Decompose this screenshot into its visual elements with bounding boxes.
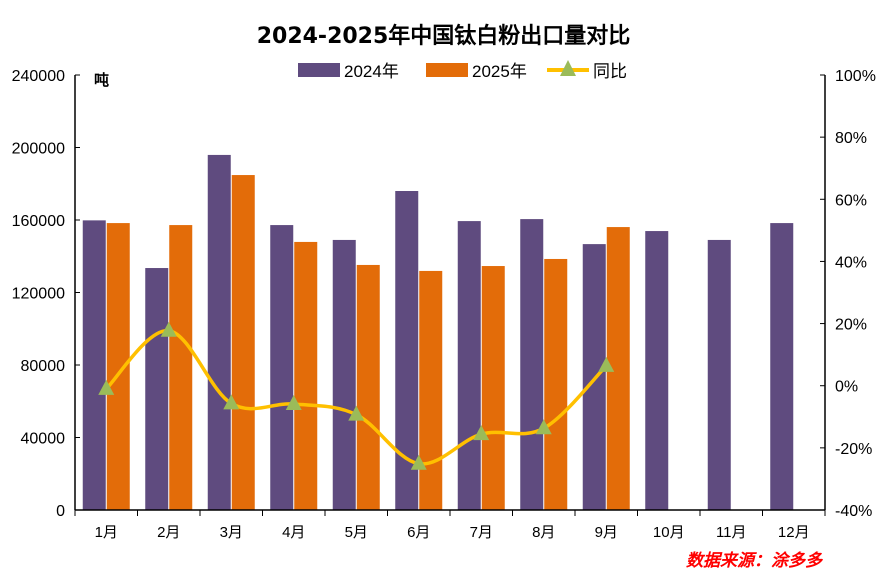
legend-triangle-icon [560,60,576,76]
left-tick-label: 160000 [12,213,65,230]
left-tick-label: 0 [56,503,65,520]
bar-2024年-11月 [707,239,731,510]
legend-swatch-2024年 [298,63,340,77]
x-tick-label: 10月 [653,524,685,541]
yoy-marker-2月 [160,321,177,337]
bar-2024年-5月 [332,239,356,510]
data-source: 数据来源：涂多多 [686,551,822,571]
x-tick-label: 2月 [157,524,180,541]
yoy-marker-1月 [98,379,115,395]
bar-2024年-7月 [457,221,481,510]
x-tick-label: 5月 [345,524,368,541]
chart-title: 2024-2025年中国钛白粉出口量对比 [256,24,631,49]
left-tick-label: 80000 [21,358,66,375]
legend-label-同比: 同比 [593,62,627,81]
bar-2025年-3月 [231,175,255,511]
bar-2024年-3月 [207,154,231,510]
bar-2025年-4月 [294,241,318,510]
right-tick-label: 80% [835,130,867,147]
yoy-marker-5月 [348,405,365,421]
right-tick-label: -40% [835,503,872,520]
right-tick-label: -20% [835,441,872,458]
bar-2025年-8月 [544,258,568,510]
x-tick-label: 4月 [282,524,305,541]
x-tick-label: 1月 [95,524,118,541]
right-tick-label: 20% [835,317,867,334]
right-tick-label: 40% [835,254,867,271]
bar-2024年-8月 [520,219,544,510]
yoy-marker-3月 [223,394,240,410]
x-tick-label: 8月 [532,524,555,541]
right-tick-label: 100% [835,68,876,85]
left-tick-label: 40000 [21,431,66,448]
x-tick-label: 11月 [716,524,747,541]
bar-2025年-7月 [481,266,505,510]
right-tick-label: 60% [835,192,867,209]
left-tick-label: 240000 [12,68,65,85]
yoy-marker-4月 [285,395,302,411]
bar-2024年-6月 [395,191,419,510]
left-tick-label: 120000 [12,286,65,303]
x-tick-label: 7月 [470,524,493,541]
yoy-marker-6月 [410,454,427,470]
bar-2024年-10月 [645,231,669,510]
bar-2025年-2月 [169,225,193,510]
bar-2025年-6月 [419,270,443,510]
x-tick-label: 6月 [407,524,430,541]
bar-2025年-1月 [106,223,130,511]
left-axis-unit: 吨 [94,71,109,89]
bar-2024年-2月 [145,268,169,510]
x-tick-label: 9月 [595,524,618,541]
bar-2025年-9月 [606,227,630,510]
legend-label-2025年: 2025年 [472,62,527,81]
yoy-marker-7月 [473,425,490,441]
bar-2025年-5月 [356,264,380,510]
yoy-marker-9月 [598,356,615,372]
legend-label-2024年: 2024年 [344,62,399,81]
bar-2024年-4月 [270,225,294,510]
bar-2024年-12月 [770,223,794,511]
bar-2024年-1月 [82,220,106,511]
left-tick-label: 200000 [12,141,65,158]
yoy-marker-8月 [535,419,552,435]
right-tick-label: 0% [835,379,858,396]
legend-swatch-2025年 [426,63,468,77]
x-tick-label: 12月 [778,524,810,541]
x-tick-label: 3月 [220,524,243,541]
